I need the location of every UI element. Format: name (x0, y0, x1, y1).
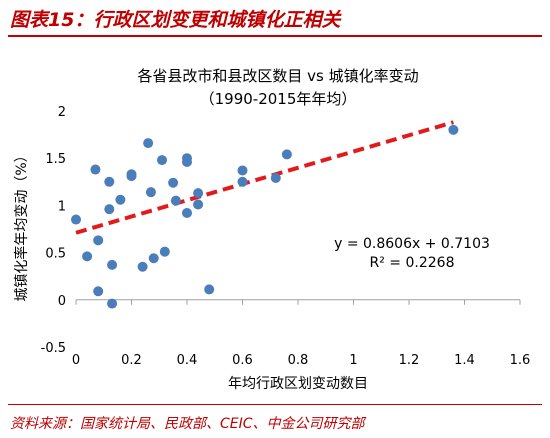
footer-rule (8, 404, 542, 405)
data-point (137, 261, 148, 272)
data-point (93, 235, 104, 246)
data-point (107, 259, 118, 270)
header-rule (8, 35, 542, 37)
y-axis-label: 城镇化率年均变动（%） (13, 148, 30, 301)
chart-title: 各省县改市和县改区数目 vs 城镇化率变动 (137, 67, 418, 85)
data-point (104, 204, 115, 215)
x-axis-label: 年均行政区划变动数目 (228, 376, 368, 392)
y-tick-label: 0.5 (45, 247, 66, 262)
x-tick-label: 0 (72, 353, 80, 368)
x-tick-label: 0.4 (177, 353, 198, 368)
data-point (182, 207, 192, 218)
y-tick-label: 0 (58, 294, 66, 309)
data-point (193, 199, 204, 210)
data-point (145, 187, 156, 198)
trendline-equation: y = 0.8606x + 0.7103 (334, 236, 490, 252)
x-tick-label: 1.2 (399, 353, 420, 368)
y-tick-label: 1.5 (45, 152, 66, 167)
data-point (82, 251, 93, 262)
x-tick-label: 1 (349, 353, 357, 368)
chart-subtitle: （1990-2015年年均） (200, 90, 357, 108)
data-point (71, 214, 81, 225)
scatter-chart: 各省县改市和县改区数目 vs 城镇化率变动 （1990-2015年年均） -0.… (13, 67, 531, 392)
trendline-r2: R² = 0.2268 (370, 255, 455, 271)
y-tick-label: 1 (58, 199, 66, 214)
figure-footer: 资料来源：国家统计局、民政部、CEIC、中金公司研究部 (0, 404, 550, 438)
data-point (90, 164, 101, 175)
data-point (115, 194, 126, 205)
data-point (168, 177, 179, 188)
data-point (143, 138, 154, 149)
data-point (148, 253, 159, 264)
data-point (170, 195, 181, 206)
x-tick-label: 1.6 (510, 353, 531, 368)
trendline (75, 120, 454, 235)
data-point (448, 124, 459, 135)
data-point (104, 176, 115, 187)
data-point (107, 298, 118, 309)
x-axis-ticks: 0 0.2 0.4 0.6 0.8 1 1.2 1.4 1.6 (72, 299, 531, 368)
source-note: 资料来源：国家统计局、民政部、CEIC、中金公司研究部 (10, 416, 365, 432)
data-point (159, 246, 170, 257)
data-point (182, 156, 192, 167)
x-tick-label: 1.4 (454, 353, 475, 368)
figure-header: 图表15：行政区划变更和城镇化正相关 (0, 0, 550, 38)
y-axis-ticks: -0.5 0 0.5 1 1.5 2 (41, 105, 66, 356)
data-point (237, 176, 248, 187)
x-tick-label: 0.2 (121, 353, 142, 368)
x-tick-label: 0.8 (288, 353, 309, 368)
y-tick-label: 2 (58, 105, 66, 120)
y-tick-label: -0.5 (41, 341, 66, 356)
data-points (71, 124, 459, 309)
data-point (270, 173, 281, 184)
data-point (237, 165, 248, 176)
data-point (281, 149, 292, 160)
data-point (126, 171, 137, 182)
x-tick-label: 0.6 (232, 353, 253, 368)
data-point (204, 284, 215, 295)
data-point (157, 155, 168, 166)
figure-label: 图表15：行政区划变更和城镇化正相关 (10, 9, 341, 31)
data-point (93, 286, 104, 297)
data-point (193, 188, 204, 199)
